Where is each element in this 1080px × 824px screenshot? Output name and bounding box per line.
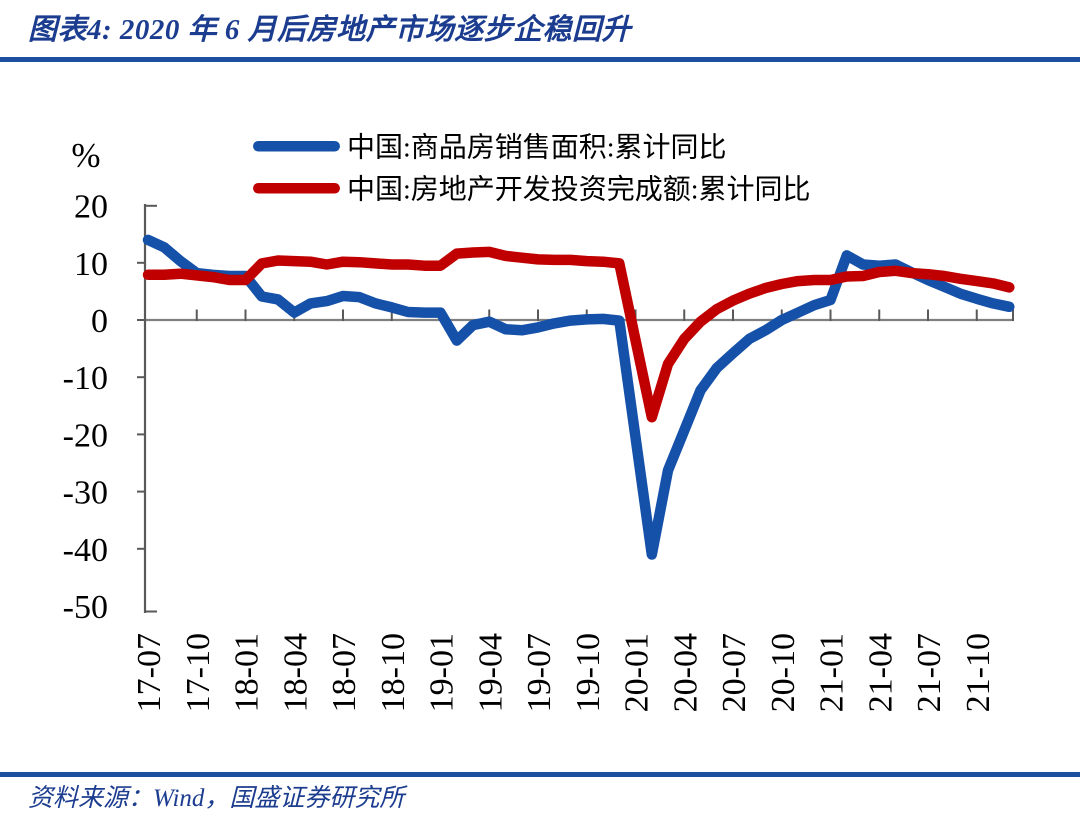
x-tick-labels: 17-07 17-10 18-01 18-04 18-07 18-10 19-01 19-04…	[131, 633, 997, 712]
title-rule	[0, 57, 1080, 62]
y-tick-label: 0	[91, 303, 108, 340]
x-tick-label: 18-01	[229, 633, 266, 712]
legend-swatch-red	[253, 183, 340, 194]
y-axis-unit-label: %	[71, 136, 100, 175]
x-tick-label: 19-07	[521, 633, 558, 712]
y-tick-label: 20	[74, 189, 108, 226]
x-tick-label: 21-07	[911, 633, 948, 712]
x-tick-label: 20-01	[619, 633, 656, 712]
x-tick-label: 21-10	[960, 633, 997, 712]
y-tick-label: -40	[63, 532, 108, 569]
y-tick-labels: 20 10 0 -10 -20 -30 -40 -50	[63, 189, 108, 626]
x-tick-label: 21-01	[814, 633, 851, 712]
legend-item-investment: 中国:房地产开发投资完成额:累计同比	[253, 174, 811, 206]
source-text: 资料来源：Wind，国盛证券研究所	[28, 785, 405, 812]
series-line-investment	[142, 246, 1015, 423]
y-tick-label: 10	[74, 246, 108, 283]
series-lines	[142, 234, 1015, 560]
x-tick-label: 21-04	[862, 633, 899, 712]
legend-label-sales: 中国:商品房销售面积:累计同比	[347, 132, 727, 164]
y-tick-label: -20	[63, 417, 108, 454]
chart-legend: 中国:商品房销售面积:累计同比 中国:房地产开发投资完成额:累计同比	[253, 132, 811, 206]
x-tick-label: 20-10	[765, 633, 802, 712]
x-tick-label: 17-10	[180, 633, 217, 712]
x-tick-label: 19-04	[472, 633, 509, 712]
x-tick-label: 19-01	[424, 633, 461, 712]
y-tick-label: -50	[63, 589, 108, 626]
legend-item-sales: 中国:商品房销售面积:累计同比	[253, 132, 727, 164]
figure-title: 图表4: 2020 年 6 月后房地产市场逐步企稳回升	[28, 14, 632, 46]
legend-label-investment: 中国:房地产开发投资完成额:累计同比	[347, 174, 811, 206]
x-tick-label: 20-04	[667, 633, 704, 712]
x-tick-label: 19-10	[570, 633, 607, 712]
x-tick-label: 18-04	[277, 633, 314, 712]
x-tick-label: 18-07	[326, 633, 363, 712]
source-rule	[0, 772, 1080, 777]
legend-swatch-blue	[253, 141, 340, 152]
x-tick-label: 17-07	[131, 633, 168, 712]
x-tick-label: 18-10	[375, 633, 412, 712]
y-tick-label: -10	[63, 360, 108, 397]
x-tick-label: 20-07	[716, 633, 753, 712]
series-line-sales-area	[142, 234, 1015, 560]
y-tick-label: -30	[63, 475, 108, 512]
